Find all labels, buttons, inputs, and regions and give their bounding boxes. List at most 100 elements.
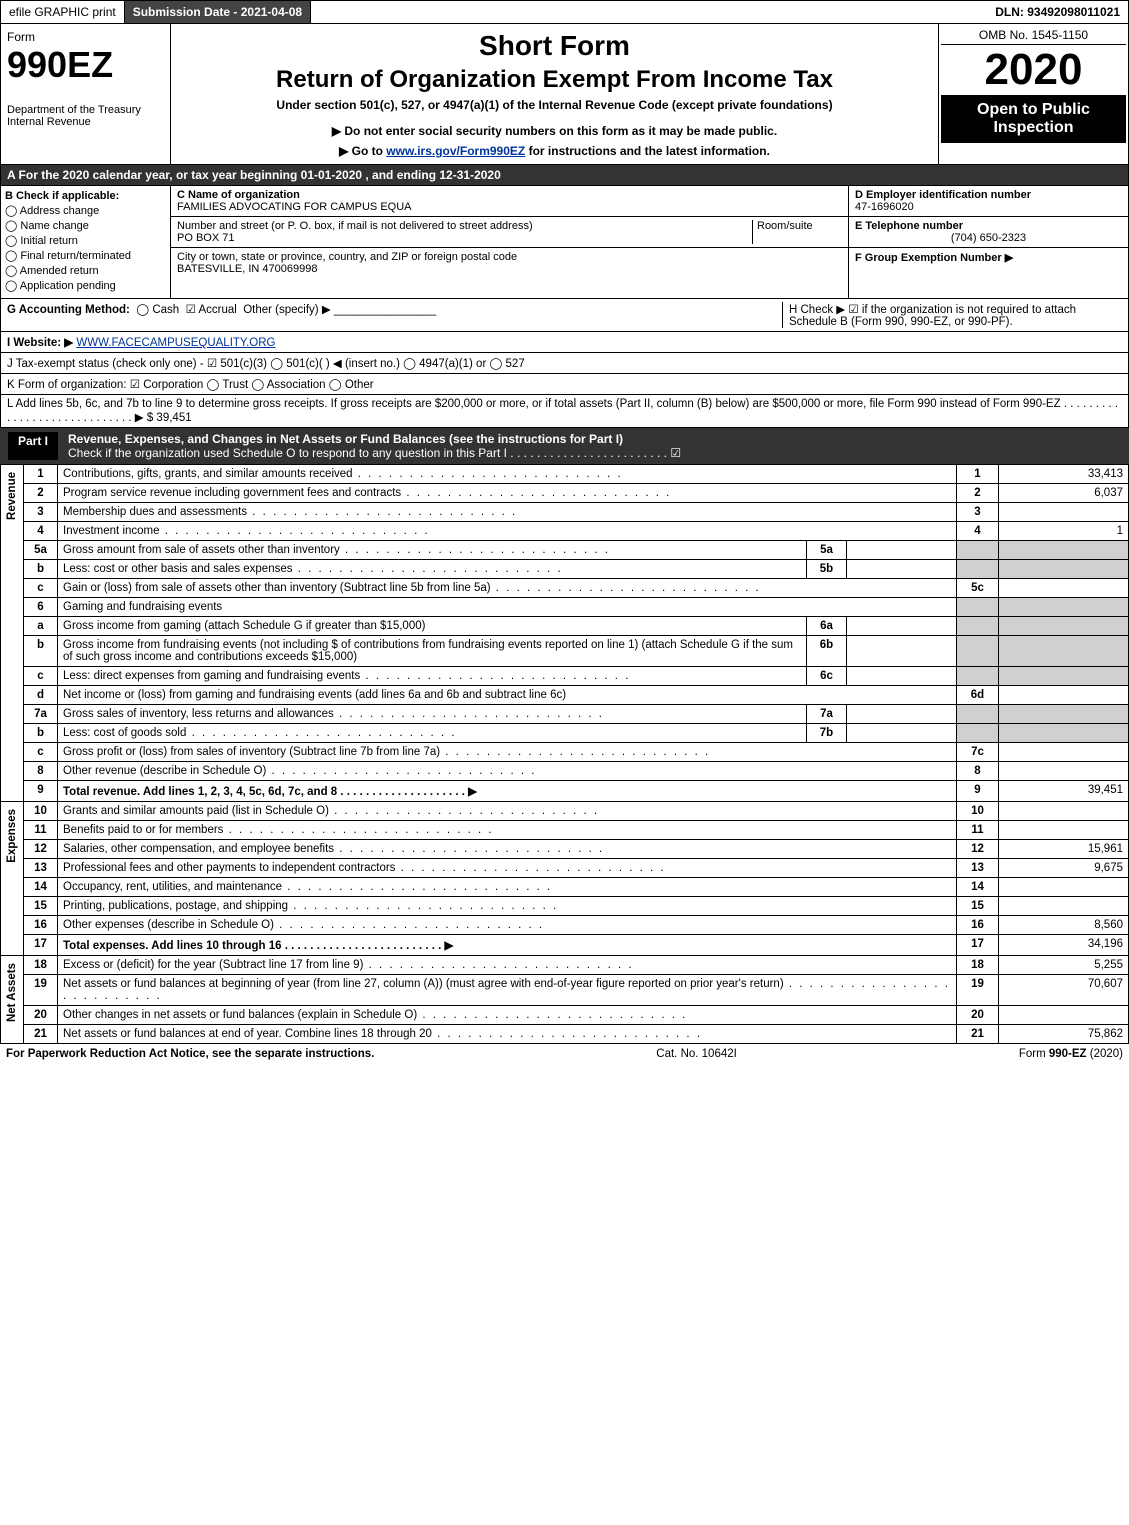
top-bar: efile GRAPHIC print Submission Date - 20… xyxy=(0,0,1129,24)
line-11-num: 11 xyxy=(24,821,58,840)
ein-value: 47-1696020 xyxy=(855,201,1122,213)
line-5a-subval xyxy=(847,541,957,560)
part1-title: Revenue, Expenses, and Changes in Net As… xyxy=(68,432,681,446)
g-accrual[interactable]: Accrual xyxy=(198,304,236,316)
line-13-value: 9,675 xyxy=(999,859,1129,878)
line-2-ref: 2 xyxy=(957,484,999,503)
line-10-ref: 10 xyxy=(957,802,999,821)
c-label: C Name of organization xyxy=(177,189,842,201)
line-19-ref: 19 xyxy=(957,975,999,1006)
submission-date: Submission Date - 2021-04-08 xyxy=(125,1,311,23)
line-17-value: 34,196 xyxy=(999,935,1129,956)
line-7b-subval xyxy=(847,724,957,743)
line-10-text: Grants and similar amounts paid (list in… xyxy=(58,802,957,821)
e-label: E Telephone number xyxy=(855,220,1122,232)
line-6c-subval xyxy=(847,667,957,686)
line-6d-text: Net income or (loss) from gaming and fun… xyxy=(58,686,957,705)
line-12-ref: 12 xyxy=(957,840,999,859)
check-application-pending[interactable]: ◯ Application pending xyxy=(5,279,166,292)
g-other[interactable]: Other (specify) ▶ xyxy=(243,304,330,316)
i-label: I Website: ▶ xyxy=(7,337,73,349)
line-8-text: Other revenue (describe in Schedule O) xyxy=(58,762,957,781)
line-12-num: 12 xyxy=(24,840,58,859)
box-def: D Employer identification number 47-1696… xyxy=(848,186,1128,298)
line-1-value: 33,413 xyxy=(999,465,1129,484)
line-6b-greyval xyxy=(999,636,1129,667)
line-6b-grey xyxy=(957,636,999,667)
line-6-grey xyxy=(957,598,999,617)
line-7b-greyval xyxy=(999,724,1129,743)
line-5b-text: Less: cost or other basis and sales expe… xyxy=(58,560,807,579)
line-10-num: 10 xyxy=(24,802,58,821)
dln: DLN: 93492098011021 xyxy=(987,1,1128,23)
line-3-num: 3 xyxy=(24,503,58,522)
goto-line: ▶ Go to www.irs.gov/Form990EZ for instru… xyxy=(177,144,932,158)
line-6a-grey xyxy=(957,617,999,636)
line-5b-grey xyxy=(957,560,999,579)
footer-left: For Paperwork Reduction Act Notice, see … xyxy=(6,1048,374,1060)
line-12-text: Salaries, other compensation, and employ… xyxy=(58,840,957,859)
website-link[interactable]: WWW.FACECAMPUSEQUALITY.ORG xyxy=(76,337,275,349)
line-6b-subval xyxy=(847,636,957,667)
g-cash[interactable]: Cash xyxy=(152,304,179,316)
irs-link[interactable]: www.irs.gov/Form990EZ xyxy=(386,144,525,158)
line-8-ref: 8 xyxy=(957,762,999,781)
line-5a-grey xyxy=(957,541,999,560)
room-suite-label: Room/suite xyxy=(752,220,842,244)
city-label: City or town, state or province, country… xyxy=(177,251,517,263)
line-8-num: 8 xyxy=(24,762,58,781)
ssn-warning: ▶ Do not enter social security numbers o… xyxy=(177,124,932,138)
line-17-ref: 17 xyxy=(957,935,999,956)
line-2-text: Program service revenue including govern… xyxy=(58,484,957,503)
line-1-text: Contributions, gifts, grants, and simila… xyxy=(58,465,957,484)
row-k: K Form of organization: ☑ Corporation ◯ … xyxy=(0,374,1129,395)
netassets-label: Net Assets xyxy=(6,959,18,1026)
line-15-text: Printing, publications, postage, and shi… xyxy=(58,897,957,916)
line-14-value xyxy=(999,878,1129,897)
line-2-num: 2 xyxy=(24,484,58,503)
line-19-value: 70,607 xyxy=(999,975,1129,1006)
line-7a-sub: 7a xyxy=(807,705,847,724)
line-21-ref: 21 xyxy=(957,1025,999,1044)
line-21-text: Net assets or fund balances at end of ye… xyxy=(58,1025,957,1044)
check-name-change[interactable]: ◯ Name change xyxy=(5,219,166,232)
line-15-value xyxy=(999,897,1129,916)
form-header: Form 990EZ Department of the Treasury In… xyxy=(0,24,1129,165)
efile-print-label[interactable]: efile GRAPHIC print xyxy=(1,1,125,23)
check-final-return[interactable]: ◯ Final return/terminated xyxy=(5,249,166,262)
line-1-ref: 1 xyxy=(957,465,999,484)
line-6-greyval xyxy=(999,598,1129,617)
line-6b-num: b xyxy=(24,636,58,667)
line-20-value xyxy=(999,1006,1129,1025)
line-5a-text: Gross amount from sale of assets other t… xyxy=(58,541,807,560)
line-7c-num: c xyxy=(24,743,58,762)
line-9-num: 9 xyxy=(24,781,58,802)
check-amended-return[interactable]: ◯ Amended return xyxy=(5,264,166,277)
line-18-text: Excess or (deficit) for the year (Subtra… xyxy=(58,956,957,975)
line-20-ref: 20 xyxy=(957,1006,999,1025)
line-6a-num: a xyxy=(24,617,58,636)
line-14-text: Occupancy, rent, utilities, and maintena… xyxy=(58,878,957,897)
line-15-num: 15 xyxy=(24,897,58,916)
box-b-title: B Check if applicable: xyxy=(5,190,166,202)
line-6b-sub: 6b xyxy=(807,636,847,667)
g-label: G Accounting Method: xyxy=(7,304,130,316)
h-check: H Check ▶ ☑ if the organization is not r… xyxy=(782,302,1122,328)
row-gh: G Accounting Method: ◯ Cash ☑ Accrual Ot… xyxy=(0,299,1129,332)
check-initial-return[interactable]: ◯ Initial return xyxy=(5,234,166,247)
lines-table: Revenue 1 Contributions, gifts, grants, … xyxy=(0,464,1129,1044)
line-5a-greyval xyxy=(999,541,1129,560)
line-6a-text: Gross income from gaming (attach Schedul… xyxy=(58,617,807,636)
line-6a-subval xyxy=(847,617,957,636)
line-17-text: Total expenses. Add lines 10 through 16 … xyxy=(58,935,957,956)
line-6-text: Gaming and fundraising events xyxy=(58,598,957,617)
line-1-num: 1 xyxy=(24,465,58,484)
line-16-ref: 16 xyxy=(957,916,999,935)
org-name: FAMILIES ADVOCATING FOR CAMPUS EQUA xyxy=(177,201,842,213)
check-address-change[interactable]: ◯ Address change xyxy=(5,204,166,217)
line-7c-text: Gross profit or (loss) from sales of inv… xyxy=(58,743,957,762)
part1-label: Part I xyxy=(8,432,58,460)
line-17-num: 17 xyxy=(24,935,58,956)
line-12-value: 15,961 xyxy=(999,840,1129,859)
line-5b-sub: 5b xyxy=(807,560,847,579)
